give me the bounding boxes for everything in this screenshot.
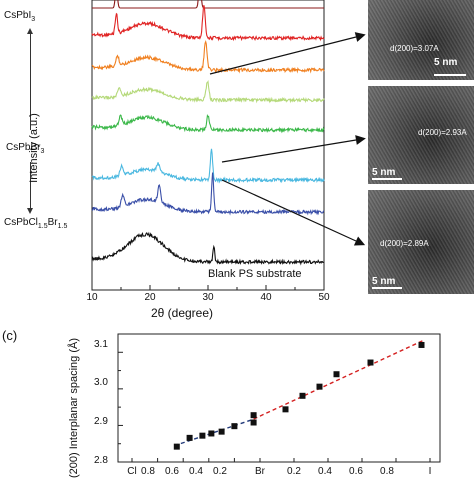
spacing-xtick-label: 0.4 <box>318 466 332 477</box>
data-point <box>186 434 193 441</box>
data-point <box>333 371 340 378</box>
data-point <box>250 419 257 426</box>
hrtem-micrograph-bromide: d(200)=2.93A 5 nm <box>368 86 474 184</box>
spacing-xtick-label: Cl <box>127 466 137 477</box>
label-cspbclbr: CsPbCl1.5Br1.5 <box>4 217 68 230</box>
data-point <box>173 443 180 450</box>
spacing-xtick-label: Br <box>255 466 265 477</box>
xrd-xtick-label: 40 <box>260 292 272 303</box>
xrd-xtick-label: 50 <box>318 292 330 303</box>
pointer-arrow-line <box>209 36 357 75</box>
xrd-series-line <box>91 148 325 184</box>
spacing-xtick-label: I <box>428 466 432 477</box>
arrow-down-icon <box>30 162 31 210</box>
spacing-xtick-label: 0.4 <box>189 466 203 477</box>
fit-line <box>253 339 426 420</box>
hrtem-micrograph-chloride: d(200)=2.89A 5 nm <box>368 190 474 294</box>
scale-bar <box>434 74 466 76</box>
hrtem-micrograph-iodide: d(200)=3.07A 5 nm <box>368 0 474 80</box>
lattice-fringe-texture <box>368 86 474 184</box>
spacing-ytick-label: 2.8 <box>94 455 108 466</box>
xrd-series-line <box>92 0 324 9</box>
pointer-arrow-head-icon <box>353 236 366 246</box>
lattice-fringe-texture <box>368 190 474 294</box>
xrd-xtick-label: 30 <box>202 292 214 303</box>
arrow-up-icon <box>30 30 31 130</box>
data-point <box>316 383 323 390</box>
xrd-annotation: Blank PS substrate <box>208 268 302 280</box>
scale-bar-label: 5 nm <box>372 167 396 178</box>
pointer-arrow-line <box>221 139 357 163</box>
spacing-xtick-label: 0.8 <box>380 466 394 477</box>
xrd-series-line <box>91 80 325 104</box>
pointer-arrow-line <box>221 179 357 242</box>
scale-bar-label: 5 nm <box>372 276 396 287</box>
spacing-plot-frame <box>117 333 441 463</box>
data-point <box>231 423 238 430</box>
micrograph-spacing-label: d(200)=3.07A <box>390 44 439 53</box>
data-point <box>218 428 225 435</box>
label-cspbbr3: CsPbBr3 <box>6 142 45 155</box>
pointer-arrow-head-icon <box>355 135 366 145</box>
spacing-ytick-label: 3.0 <box>94 377 108 388</box>
xrd-ylabel: Intensity (a.u.) <box>28 113 40 183</box>
scale-bar-label: 5 nm <box>434 57 458 68</box>
spacing-xtick-label: 0.2 <box>213 466 227 477</box>
spacing-ytick-label: 2.9 <box>94 416 108 427</box>
panel-c-label: (c) <box>2 328 18 343</box>
data-point <box>282 406 289 413</box>
xrd-plot-frame <box>91 0 325 291</box>
lattice-fringe-texture <box>368 0 474 80</box>
arrow-down-head-icon <box>27 208 33 214</box>
xrd-series-line <box>91 172 325 216</box>
data-point <box>367 359 374 366</box>
spacing-xtick-label: 0.8 <box>141 466 155 477</box>
spacing-xtick-label: 0.6 <box>165 466 179 477</box>
spacing-xtick-label: 0.2 <box>287 466 301 477</box>
xrd-xtick-label: 20 <box>144 292 156 303</box>
scale-bar <box>372 178 402 180</box>
pointer-arrow-head-icon <box>354 32 366 42</box>
data-point <box>250 412 257 419</box>
data-point <box>299 392 306 399</box>
xrd-series-line <box>91 113 325 134</box>
xrd-xtick-label: 10 <box>86 292 98 303</box>
data-point <box>199 432 206 439</box>
scale-bar <box>372 287 402 289</box>
micrograph-spacing-label: d(200)=2.89A <box>380 239 429 248</box>
data-point <box>208 430 215 437</box>
xrd-series-line <box>91 5 325 42</box>
data-point <box>418 341 425 348</box>
xrd-xlabel: 2θ (degree) <box>150 306 214 320</box>
xrd-series-line <box>91 39 325 74</box>
spacing-xtick-label: 0.6 <box>349 466 363 477</box>
xrd-series-line <box>92 231 325 266</box>
micrograph-spacing-label: d(200)=2.93A <box>418 128 467 137</box>
spacing-ytick-label: 3.1 <box>94 339 108 350</box>
arrow-up-head-icon <box>27 28 33 34</box>
label-cspbi3: CsPbI3 <box>4 10 36 23</box>
spacing-ylabel: (200) Interplanar spacing (Å) <box>68 337 80 478</box>
